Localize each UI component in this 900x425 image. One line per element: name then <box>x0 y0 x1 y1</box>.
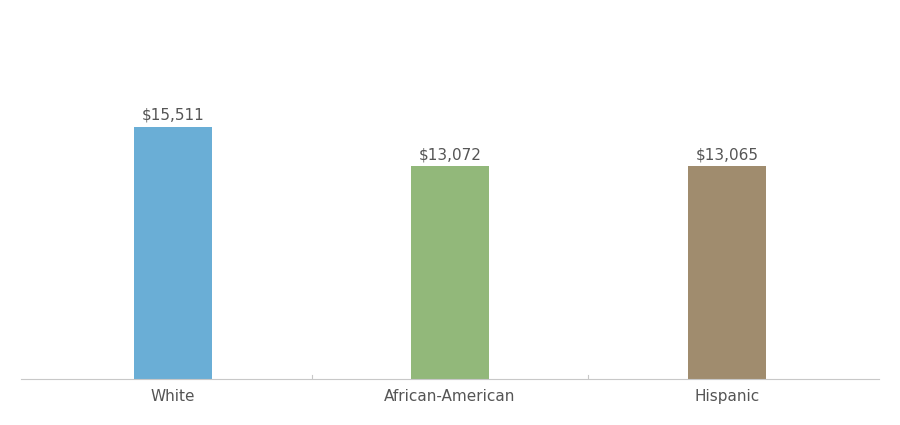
Text: $13,072: $13,072 <box>418 147 482 162</box>
Bar <box>411 166 489 380</box>
Text: $15,511: $15,511 <box>141 108 204 122</box>
Bar <box>688 167 766 380</box>
Bar <box>134 127 212 380</box>
Text: $13,065: $13,065 <box>696 147 759 162</box>
